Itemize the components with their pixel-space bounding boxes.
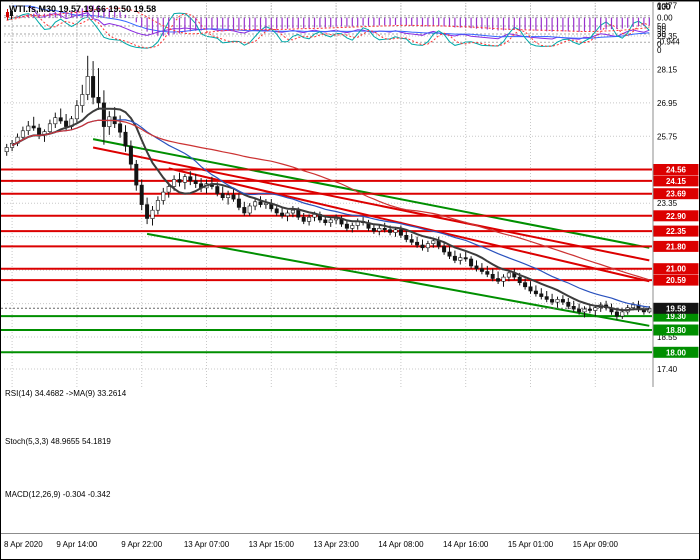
svg-text:19.30: 19.30 bbox=[666, 312, 687, 321]
svg-text:22.90: 22.90 bbox=[666, 212, 687, 221]
moving-average-line bbox=[11, 107, 650, 312]
svg-text:23.69: 23.69 bbox=[666, 190, 687, 199]
macd-axis-label: 0.477 bbox=[657, 1, 678, 10]
macd-indicator-label: MACD(12,26,9) -0.304 -0.342 bbox=[5, 490, 111, 499]
support-price-badge[interactable]: 18.00 bbox=[653, 346, 699, 358]
resistance-price-badge[interactable]: 24.15 bbox=[653, 175, 699, 187]
x-axis-label: 9 Apr 22:00 bbox=[121, 540, 163, 549]
price-axis-label: 28.15 bbox=[657, 65, 678, 74]
macd-axis-label: 0.00 bbox=[657, 14, 673, 23]
trend-line[interactable] bbox=[92, 146, 650, 262]
price-axis-label: 25.75 bbox=[657, 132, 678, 141]
stoch-axis-label: 0 bbox=[657, 46, 662, 54]
price-axis-label: 17.40 bbox=[657, 365, 678, 374]
rsi-indicator-label: RSI(14) 34.4682 ->MA(9) 33.2614 bbox=[5, 389, 127, 398]
rsi-axis-label: 50 bbox=[657, 22, 666, 31]
svg-text:22.35: 22.35 bbox=[666, 227, 687, 236]
support-price-badge[interactable]: 19.30 bbox=[653, 310, 699, 322]
svg-text:21.00: 21.00 bbox=[666, 265, 687, 274]
chart-title: WTI.fs,M30 19.57 19.66 19.50 19.58 bbox=[5, 4, 157, 20]
svg-text:20.59: 20.59 bbox=[666, 276, 687, 285]
svg-text:24.15: 24.15 bbox=[666, 177, 687, 186]
stoch-signal-line bbox=[6, 12, 650, 49]
stoch-axis-label: 50 bbox=[657, 25, 666, 34]
resistance-price-badge[interactable]: 23.69 bbox=[653, 188, 699, 200]
rsi-axis-label: 100 bbox=[657, 2, 671, 11]
candles-series bbox=[4, 55, 652, 320]
price-axis-label: 18.55 bbox=[657, 333, 678, 342]
stoch-indicator-label: Stoch(5,3,3) 48.9655 54.1819 bbox=[5, 437, 111, 446]
x-axis-label: 9 Apr 14:00 bbox=[56, 540, 98, 549]
rsi-axis-label: 0 bbox=[657, 40, 662, 49]
macd-panel-canvas[interactable]: 0.477 0.00 -0.944 bbox=[1, 1, 700, 46]
chart-title-text: WTI.fs,M30 19.57 19.66 19.50 19.58 bbox=[9, 4, 157, 14]
x-axis-label: 15 Apr 09:00 bbox=[572, 540, 618, 549]
svg-text:18.80: 18.80 bbox=[666, 326, 687, 335]
price-axis-label: 26.95 bbox=[657, 99, 678, 108]
trend-line[interactable] bbox=[168, 167, 650, 283]
current-price-badge[interactable]: 19.58 bbox=[653, 302, 699, 314]
x-axis-label: 8 Apr 2020 bbox=[4, 540, 43, 549]
x-axis-label: 13 Apr 15:00 bbox=[248, 540, 294, 549]
resistance-price-badge[interactable]: 22.90 bbox=[653, 210, 699, 222]
moving-average-line bbox=[11, 119, 650, 308]
svg-text:24.56: 24.56 bbox=[666, 165, 687, 174]
x-axis-label: 15 Apr 01:00 bbox=[507, 540, 554, 549]
svg-text:19.58: 19.58 bbox=[666, 304, 687, 313]
resistance-price-badge[interactable]: 20.59 bbox=[653, 274, 699, 286]
resistance-price-badge[interactable]: 21.80 bbox=[653, 240, 699, 252]
resistance-price-badge[interactable]: 24.56 bbox=[653, 164, 699, 175]
x-axis-label: 14 Apr 16:00 bbox=[443, 540, 489, 549]
svg-text:21.80: 21.80 bbox=[666, 242, 687, 251]
resistance-price-badge[interactable]: 21.00 bbox=[653, 263, 699, 275]
rsi-ma-line bbox=[12, 5, 650, 39]
resistance-price-badge[interactable]: 22.35 bbox=[653, 225, 699, 237]
time-axis: 8 Apr 2020 9 Apr 14:00 9 Apr 22:00 13 Apr 0… bbox=[1, 533, 699, 559]
price-axis-label: 23.35 bbox=[657, 199, 678, 208]
x-axis-label: 13 Apr 07:00 bbox=[183, 540, 230, 549]
moving-average-line bbox=[11, 119, 650, 281]
macd-axis-label: -0.944 bbox=[657, 38, 680, 46]
x-axis-label: 14 Apr 08:00 bbox=[378, 540, 424, 549]
stoch-axis-label: 100 bbox=[657, 3, 671, 12]
stoch-k-line bbox=[6, 12, 650, 49]
svg-text:18.00: 18.00 bbox=[666, 348, 687, 357]
main-chart-canvas[interactable]: 29.35 28.15 26.95 25.75 23.35 18.55 17.40 24.56… bbox=[1, 1, 700, 387]
macd-histogram bbox=[11, 5, 650, 36]
rsi-axis-label: 30 bbox=[657, 30, 666, 39]
macd-signal-line bbox=[6, 7, 650, 35]
support-price-badge[interactable]: 18.80 bbox=[653, 324, 699, 336]
x-axis-label: 13 Apr 23:00 bbox=[313, 540, 359, 549]
price-axis-label: 29.35 bbox=[657, 32, 678, 41]
